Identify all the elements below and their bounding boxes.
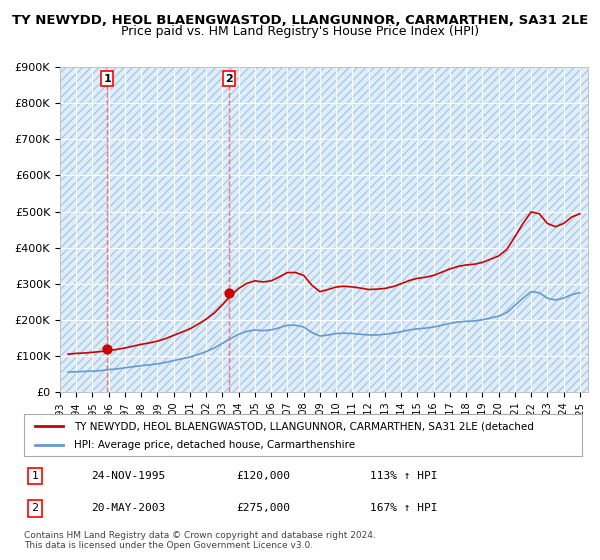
- Text: Price paid vs. HM Land Registry's House Price Index (HPI): Price paid vs. HM Land Registry's House …: [121, 25, 479, 38]
- Text: £275,000: £275,000: [236, 503, 290, 514]
- Text: 1: 1: [103, 74, 111, 83]
- Text: TY NEWYDD, HEOL BLAENGWASTOD, LLANGUNNOR, CARMARTHEN, SA31 2LE: TY NEWYDD, HEOL BLAENGWASTOD, LLANGUNNOR…: [12, 14, 588, 27]
- Text: HPI: Average price, detached house, Carmarthenshire: HPI: Average price, detached house, Carm…: [74, 440, 355, 450]
- Text: 24-NOV-1995: 24-NOV-1995: [91, 471, 165, 481]
- Point: [103, 344, 112, 353]
- Text: Contains HM Land Registry data © Crown copyright and database right 2024.
This d: Contains HM Land Registry data © Crown c…: [24, 531, 376, 550]
- Text: 167% ↑ HPI: 167% ↑ HPI: [370, 503, 437, 514]
- Text: £120,000: £120,000: [236, 471, 290, 481]
- Text: 2: 2: [32, 503, 39, 514]
- Text: 1: 1: [32, 471, 38, 481]
- Text: 2: 2: [225, 74, 233, 83]
- Text: 20-MAY-2003: 20-MAY-2003: [91, 503, 165, 514]
- Point: [224, 288, 233, 297]
- Text: TY NEWYDD, HEOL BLAENGWASTOD, LLANGUNNOR, CARMARTHEN, SA31 2LE (detached: TY NEWYDD, HEOL BLAENGWASTOD, LLANGUNNOR…: [74, 421, 534, 431]
- Text: 113% ↑ HPI: 113% ↑ HPI: [370, 471, 437, 481]
